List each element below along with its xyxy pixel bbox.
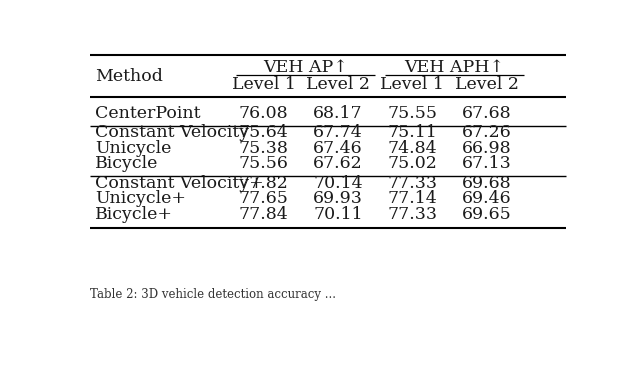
Text: 75.38: 75.38 — [239, 140, 289, 157]
Text: Unicycle: Unicycle — [95, 140, 172, 157]
Text: Constant Velocity+: Constant Velocity+ — [95, 175, 264, 192]
Text: 67.13: 67.13 — [462, 156, 511, 172]
Text: 75.02: 75.02 — [387, 156, 437, 172]
Text: Method: Method — [95, 68, 163, 85]
Text: 75.64: 75.64 — [239, 124, 289, 141]
Text: 75.56: 75.56 — [239, 156, 289, 172]
Text: 69.68: 69.68 — [462, 175, 511, 192]
Text: 67.26: 67.26 — [462, 124, 511, 141]
Text: Table 2: 3D vehicle detection accuracy ...: Table 2: 3D vehicle detection accuracy .… — [90, 288, 336, 301]
Text: 77.84: 77.84 — [239, 206, 289, 223]
Text: 66.98: 66.98 — [462, 140, 511, 157]
Text: Unicycle+: Unicycle+ — [95, 191, 186, 207]
Text: 75.11: 75.11 — [387, 124, 437, 141]
Text: 69.93: 69.93 — [313, 191, 363, 207]
Text: VEH AP↑: VEH AP↑ — [263, 59, 348, 76]
Text: 70.14: 70.14 — [313, 175, 363, 192]
Text: Level 1: Level 1 — [232, 76, 296, 94]
Text: 67.62: 67.62 — [313, 156, 363, 172]
Text: CenterPoint: CenterPoint — [95, 104, 200, 122]
Text: 69.46: 69.46 — [462, 191, 511, 207]
Text: 77.33: 77.33 — [387, 206, 437, 223]
Text: 70.11: 70.11 — [313, 206, 363, 223]
Text: 67.68: 67.68 — [462, 104, 511, 122]
Text: 77.33: 77.33 — [387, 175, 437, 192]
Text: Level 1: Level 1 — [380, 76, 444, 94]
Text: Level 2: Level 2 — [306, 76, 370, 94]
Text: 69.65: 69.65 — [462, 206, 511, 223]
Text: 76.08: 76.08 — [239, 104, 289, 122]
Text: Constant Velocity: Constant Velocity — [95, 124, 249, 141]
Text: 77.65: 77.65 — [239, 191, 289, 207]
Text: 67.74: 67.74 — [313, 124, 363, 141]
Text: 68.17: 68.17 — [313, 104, 363, 122]
Text: VEH APH↑: VEH APH↑ — [404, 59, 504, 76]
Text: Bicycle: Bicycle — [95, 156, 158, 172]
Text: 74.84: 74.84 — [387, 140, 437, 157]
Text: Bicycle+: Bicycle+ — [95, 206, 173, 223]
Text: 67.46: 67.46 — [313, 140, 363, 157]
Text: 77.82: 77.82 — [239, 175, 289, 192]
Text: 77.14: 77.14 — [387, 191, 437, 207]
Text: 75.55: 75.55 — [387, 104, 437, 122]
Text: Level 2: Level 2 — [454, 76, 519, 94]
